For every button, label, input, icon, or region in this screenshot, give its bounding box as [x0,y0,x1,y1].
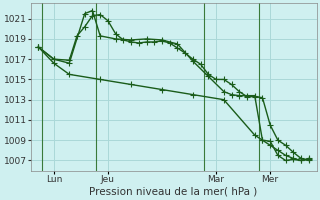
X-axis label: Pression niveau de la mer( hPa ): Pression niveau de la mer( hPa ) [90,187,258,197]
